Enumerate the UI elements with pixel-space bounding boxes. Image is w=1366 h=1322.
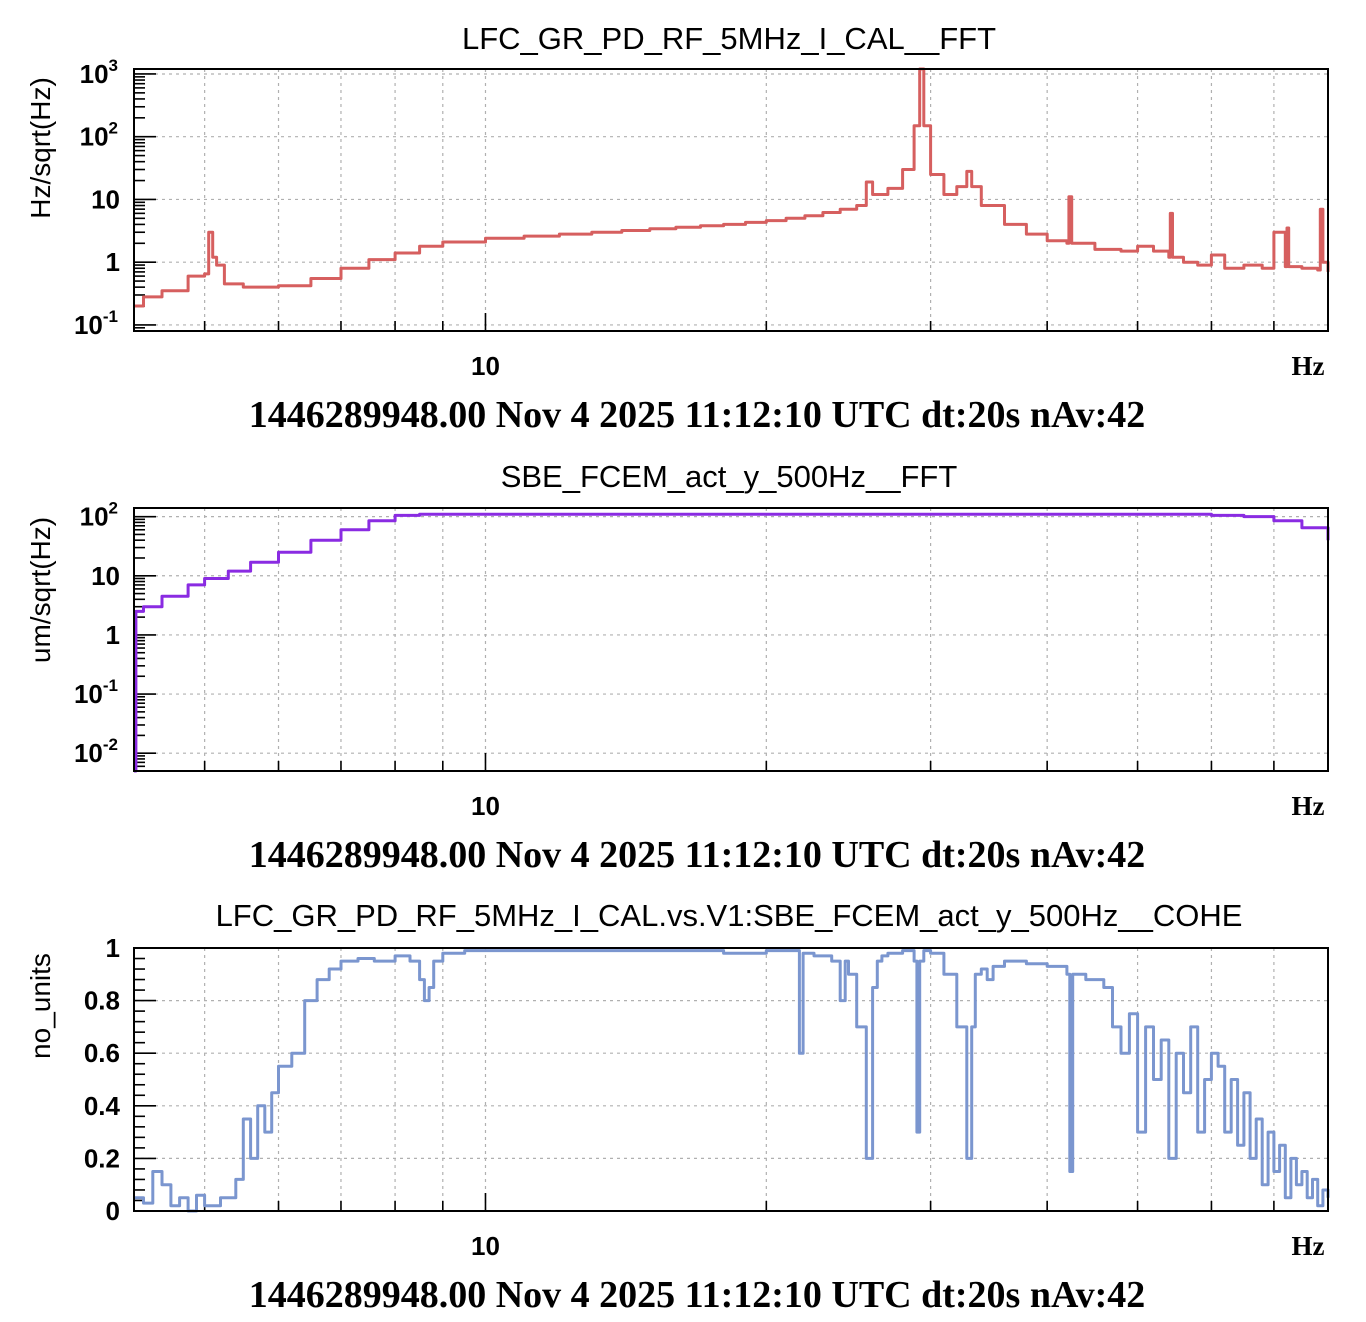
panel-1-xlabel: Hz	[1292, 351, 1325, 381]
panel-1-ylabel: Hz/sqrt(Hz)	[25, 77, 56, 219]
y-tick-label: 10	[91, 561, 120, 591]
panel-3-series-line	[134, 949, 1330, 1213]
y-tick-label: 10-1	[74, 307, 118, 340]
y-tick-label: 10-2	[74, 735, 118, 768]
panel-1-grid	[134, 69, 1328, 331]
panel-1-series-line	[134, 67, 1330, 308]
y-tick-label: 103	[80, 56, 118, 89]
panel-3-grid	[134, 948, 1328, 1211]
panel-3-frame	[133, 947, 1329, 1212]
y-tick-label: 0.8	[84, 986, 120, 1016]
panel-3-ylabel: no_units	[25, 953, 56, 1059]
y-tick-label: 10-1	[74, 676, 118, 709]
panel-1-tick-labels: 10-1 1 10 102 103 10	[74, 56, 500, 381]
panel-3-xlabel: Hz	[1292, 1231, 1325, 1261]
y-tick-label: 102	[80, 119, 118, 152]
panel-2-title: SBE_FCEM_act_y_500Hz__FFT	[501, 459, 958, 494]
panel-1-footer: 1446289948.00 Nov 4 2025 11:12:10 UTC dt…	[249, 394, 1146, 436]
panel-2-frame	[133, 507, 1329, 772]
panel-1-title: LFC_GR_PD_RF_5MHz_I_CAL__FFT	[462, 21, 996, 56]
y-tick-label: 1	[106, 933, 120, 963]
panel-3: LFC_GR_PD_RF_5MHz_I_CAL.vs.V1:SBE_FCEM_a…	[25, 898, 1330, 1316]
x-tick-label: 10	[471, 791, 500, 821]
panel-1-ticks	[134, 73, 1275, 332]
x-tick-label: 10	[471, 1231, 500, 1261]
panel-2-tick-labels: 10-2 10-1 1 10 102 10	[74, 499, 500, 821]
panel-1: LFC_GR_PD_RF_5MHz_I_CAL__FFT Hz/sqrt(Hz)…	[25, 21, 1330, 436]
panel-2-ylabel: um/sqrt(Hz)	[25, 517, 56, 663]
panel-2-footer: 1446289948.00 Nov 4 2025 11:12:10 UTC dt…	[249, 834, 1146, 876]
y-tick-label: 0	[106, 1196, 120, 1226]
panel-2-xlabel: Hz	[1292, 791, 1325, 821]
panel-2: SBE_FCEM_act_y_500Hz__FFT um/sqrt(Hz) 10…	[25, 459, 1330, 876]
y-tick-label: 0.4	[84, 1091, 121, 1121]
panel-3-footer: 1446289948.00 Nov 4 2025 11:12:10 UTC dt…	[249, 1274, 1146, 1316]
panel-2-ticks	[134, 515, 1275, 772]
y-tick-label: 102	[80, 499, 118, 532]
y-tick-label: 1	[106, 620, 120, 650]
panel-2-grid	[134, 508, 1328, 771]
y-tick-label: 0.6	[84, 1038, 120, 1068]
x-tick-label: 10	[471, 351, 500, 381]
panel-2-series-line	[134, 512, 1330, 773]
panel-3-title: LFC_GR_PD_RF_5MHz_I_CAL.vs.V1:SBE_FCEM_a…	[216, 898, 1243, 933]
panel-3-tick-labels: 0 0.2 0.4 0.6 0.8 1 10	[84, 933, 500, 1261]
y-tick-label: 0.2	[84, 1143, 120, 1173]
panel-1-frame	[133, 68, 1329, 332]
y-tick-label: 1	[106, 247, 120, 277]
y-tick-label: 10	[91, 184, 120, 214]
